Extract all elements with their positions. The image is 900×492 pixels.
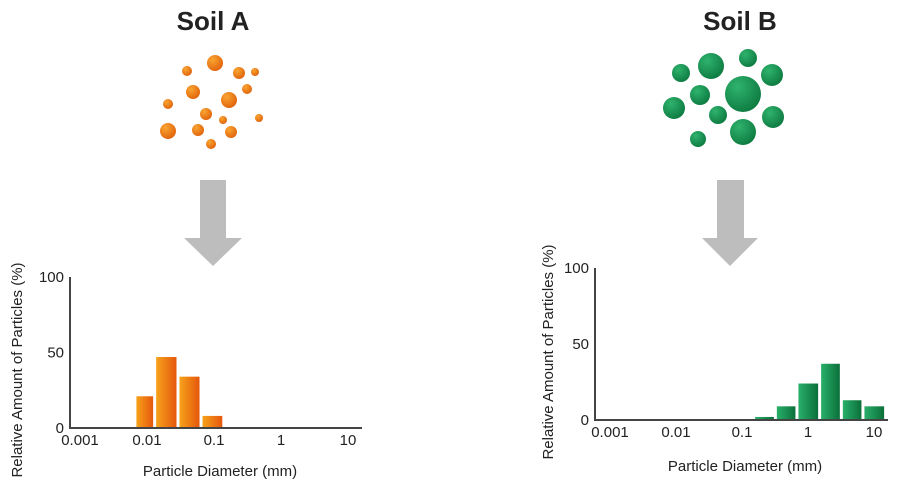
particle xyxy=(206,139,216,149)
particle xyxy=(761,64,783,86)
soil-b-histogram: Relative Amount of Particles (%) Particl… xyxy=(540,244,888,475)
y-tick-label: 50 xyxy=(572,336,589,353)
particle xyxy=(690,85,710,105)
histogram-bar xyxy=(755,416,774,420)
soil-a-arrow-icon xyxy=(184,180,242,266)
soil-b-title: Soil B xyxy=(703,6,777,36)
x-tick-label: 10 xyxy=(340,432,357,449)
histogram-bar xyxy=(798,383,819,420)
particle xyxy=(663,97,685,119)
y-tick-label: 100 xyxy=(564,260,589,277)
y-tick-label: 100 xyxy=(39,269,64,286)
particle xyxy=(160,123,176,139)
particle xyxy=(672,64,690,82)
y-axis-label: Relative Amount of Particles (%) xyxy=(9,262,26,477)
particle xyxy=(255,114,263,122)
particle xyxy=(221,92,237,108)
particle xyxy=(242,84,252,94)
histogram-bar xyxy=(179,376,200,428)
soil-a-title: Soil A xyxy=(177,6,250,36)
particle xyxy=(207,55,223,71)
particle xyxy=(163,99,173,109)
x-tick-label: 0.001 xyxy=(61,432,99,449)
x-tick-label: 10 xyxy=(866,424,883,441)
soil-a-histogram: Relative Amount of Particles (%) Particl… xyxy=(9,262,362,480)
particle xyxy=(192,124,204,136)
histogram-bar xyxy=(864,406,885,420)
particle xyxy=(182,66,192,76)
particle xyxy=(690,131,706,147)
particle xyxy=(200,108,212,120)
histogram-bar xyxy=(821,363,840,420)
particle xyxy=(730,119,756,145)
x-tick-label: 0.001 xyxy=(591,424,629,441)
x-tick-label: 1 xyxy=(277,432,285,449)
particle xyxy=(233,67,245,79)
y-axis-label: Relative Amount of Particles (%) xyxy=(540,244,557,459)
x-tick-label: 0.1 xyxy=(732,424,753,441)
x-tick-label: 0.01 xyxy=(661,424,690,441)
x-tick-label: 1 xyxy=(804,424,812,441)
particle xyxy=(709,106,727,124)
particle xyxy=(698,53,724,79)
particle xyxy=(762,106,784,128)
soil-b-arrow-icon xyxy=(702,180,758,266)
x-tick-label: 0.1 xyxy=(204,432,225,449)
y-tick-label: 50 xyxy=(47,345,64,362)
x-tick-label: 0.01 xyxy=(132,432,161,449)
particle xyxy=(739,49,757,67)
histogram-bar xyxy=(202,415,223,428)
soil-a-particles xyxy=(160,55,263,149)
y-tick-label: 0 xyxy=(581,412,589,429)
particle xyxy=(725,76,761,112)
histogram-bar xyxy=(842,400,862,420)
x-axis-label: Particle Diameter (mm) xyxy=(143,463,297,480)
particle xyxy=(251,68,259,76)
histogram-bar xyxy=(776,406,796,420)
x-axis-label: Particle Diameter (mm) xyxy=(668,458,822,475)
particle xyxy=(225,126,237,138)
particle xyxy=(186,85,200,99)
y-tick-label: 0 xyxy=(56,420,64,437)
particle xyxy=(219,116,227,124)
histogram-bar xyxy=(156,357,177,428)
histogram-bar xyxy=(136,396,154,428)
soil-b-particles xyxy=(663,49,784,147)
